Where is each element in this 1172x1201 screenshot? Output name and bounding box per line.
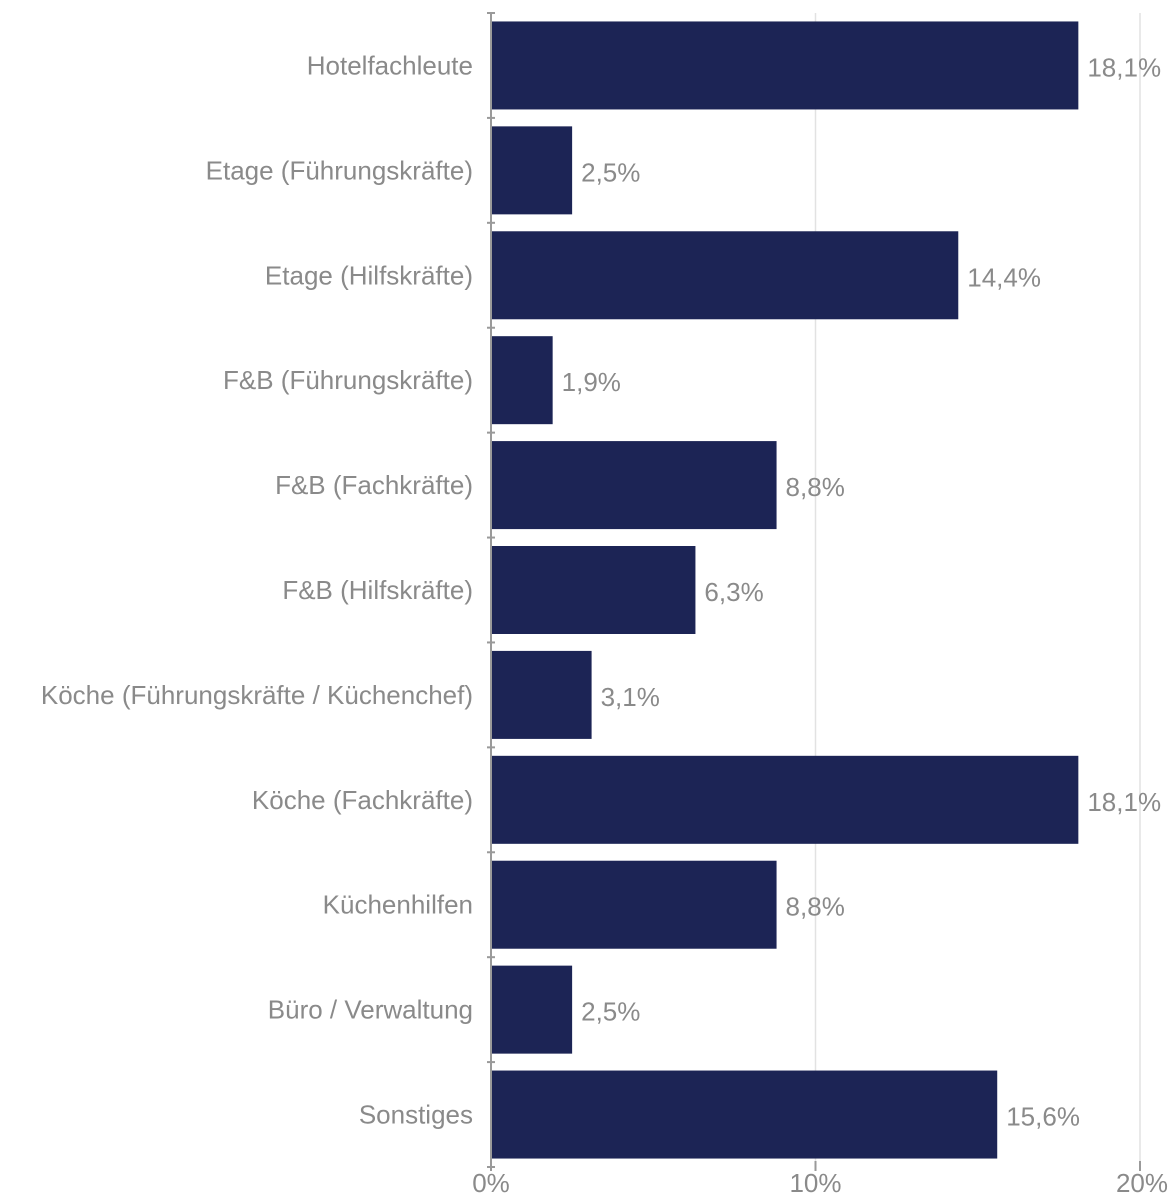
axes xyxy=(487,12,1141,1171)
value-label-6: 3,1% xyxy=(601,682,660,712)
category-label-3: F&B (Führungskräfte) xyxy=(223,365,473,395)
value-label-8: 8,8% xyxy=(786,892,845,922)
bar-8 xyxy=(491,860,777,949)
bar-3 xyxy=(491,336,553,425)
bar-0 xyxy=(491,21,1079,110)
value-label-7: 18,1% xyxy=(1087,787,1161,817)
value-label-4: 8,8% xyxy=(786,472,845,502)
category-label-10: Sonstiges xyxy=(359,1100,473,1130)
x-tick-label-2: 20% xyxy=(1116,1168,1168,1198)
value-label-3: 1,9% xyxy=(562,367,621,397)
bar-4 xyxy=(491,441,777,530)
value-label-1: 2,5% xyxy=(581,157,640,187)
category-label-6: Köche (Führungskräfte / Küchenchef) xyxy=(41,680,473,710)
labels: Hotelfachleute Etage (Führungskräfte) Etag… xyxy=(41,50,1168,1198)
category-label-4: F&B (Fachkräfte) xyxy=(275,470,473,500)
category-label-9: Büro / Verwaltung xyxy=(268,995,473,1025)
value-label-9: 2,5% xyxy=(581,997,640,1027)
bar-9 xyxy=(491,965,573,1054)
bars xyxy=(491,21,1079,1159)
value-label-10: 15,6% xyxy=(1006,1102,1080,1132)
category-label-8: Küchenhilfen xyxy=(323,890,473,920)
category-label-2: Etage (Hilfskräfte) xyxy=(265,260,473,290)
x-tick-label-0: 0% xyxy=(472,1168,510,1198)
bar-6 xyxy=(491,650,592,739)
value-label-0: 18,1% xyxy=(1087,52,1161,82)
bar-1 xyxy=(491,126,573,215)
gridlines xyxy=(814,13,1141,1167)
value-label-2: 14,4% xyxy=(967,262,1041,292)
bar-5 xyxy=(491,546,696,634)
bar-2 xyxy=(491,231,959,320)
x-tick-label-1: 10% xyxy=(789,1168,841,1198)
bar-10 xyxy=(491,1070,998,1159)
category-label-5: F&B (Hilfskräfte) xyxy=(282,575,473,605)
category-label-1: Etage (Führungskräfte) xyxy=(206,155,473,185)
category-label-7: Köche (Fachkräfte) xyxy=(252,785,473,815)
category-label-0: Hotelfachleute xyxy=(307,50,473,80)
bar-7 xyxy=(491,755,1079,844)
value-label-5: 6,3% xyxy=(704,577,763,607)
